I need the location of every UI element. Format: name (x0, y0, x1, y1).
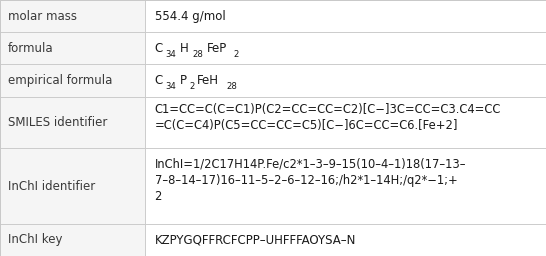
Bar (0, 64, 145, 97)
Text: molar mass: molar mass (8, 9, 77, 23)
Text: FeP: FeP (206, 42, 227, 55)
Bar (0, 97, 145, 148)
Text: H: H (180, 42, 189, 55)
Text: 28: 28 (192, 50, 203, 59)
Bar (145, 97, 546, 148)
Text: 28: 28 (226, 82, 237, 91)
Text: 34: 34 (165, 50, 176, 59)
Text: 34: 34 (165, 82, 176, 91)
Text: 554.4 g/mol: 554.4 g/mol (155, 9, 225, 23)
Bar (0, 32, 145, 64)
Bar (145, 0, 546, 32)
Bar (0, 148, 145, 224)
Text: C1=CC=C(C=C1)P(C2=CC=CC=C2)[C−]3C=CC=C3.C4=CC
=C(C=C4)P(C5=CC=CC=C5)[C−]6C=CC=C6: C1=CC=C(C=C1)P(C2=CC=CC=C2)[C−]3C=CC=C3.… (155, 103, 501, 132)
Bar (145, 148, 546, 224)
Text: InChI=1/2C17H14P.Fe/c2*1–3–9–15(10–4–1)18(17–13–
7–8–14–17)16–11–5–2–6–12–16;/h2: InChI=1/2C17H14P.Fe/c2*1–3–9–15(10–4–1)1… (155, 157, 466, 203)
Text: formula: formula (8, 42, 54, 55)
Text: 2: 2 (233, 50, 239, 59)
Text: SMILES identifier: SMILES identifier (8, 116, 108, 129)
Text: P: P (180, 74, 187, 87)
Bar (145, 32, 546, 64)
Text: 2: 2 (189, 82, 195, 91)
Text: empirical formula: empirical formula (8, 74, 112, 87)
Text: C: C (155, 74, 163, 87)
Text: InChI identifier: InChI identifier (8, 179, 96, 193)
Bar (145, 224, 546, 256)
Bar (0, 0, 145, 32)
Text: KZPYGQFFRCFCPP–UHFFFAOYSA–N: KZPYGQFFRCFCPP–UHFFFAOYSA–N (155, 233, 356, 247)
Text: C: C (155, 42, 163, 55)
Text: InChI key: InChI key (8, 233, 63, 247)
Bar (0, 224, 145, 256)
Bar (145, 64, 546, 97)
Text: FeH: FeH (197, 74, 219, 87)
